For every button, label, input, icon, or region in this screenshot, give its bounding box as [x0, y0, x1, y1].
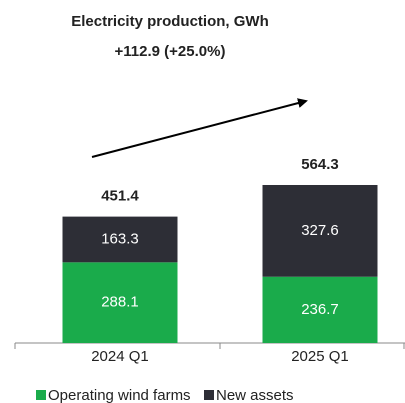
x-tick-label: 2025 Q1 [291, 348, 349, 365]
legend-swatch [204, 390, 214, 400]
segment-label: 236.7 [301, 301, 339, 318]
legend-label: New assets [216, 387, 294, 403]
x-tick-label: 2024 Q1 [91, 348, 149, 365]
bar-segment [262, 276, 378, 343]
bar-segment [262, 184, 378, 277]
chart-title: Electricity production, GWh [71, 13, 269, 30]
segment-label: 327.6 [301, 222, 339, 239]
bar-segment [62, 216, 178, 263]
segment-label: 288.1 [101, 294, 139, 311]
bar-segment [62, 262, 178, 343]
segment-label: 163.3 [101, 230, 139, 247]
trend-arrow [91, 98, 308, 158]
chart-subtitle: +112.9 (+25.0%) [115, 43, 226, 60]
total-label: 451.4 [101, 188, 139, 205]
total-label: 564.3 [301, 156, 339, 173]
legend-swatch [36, 390, 46, 400]
legend-label: Operating wind farms [48, 387, 191, 403]
